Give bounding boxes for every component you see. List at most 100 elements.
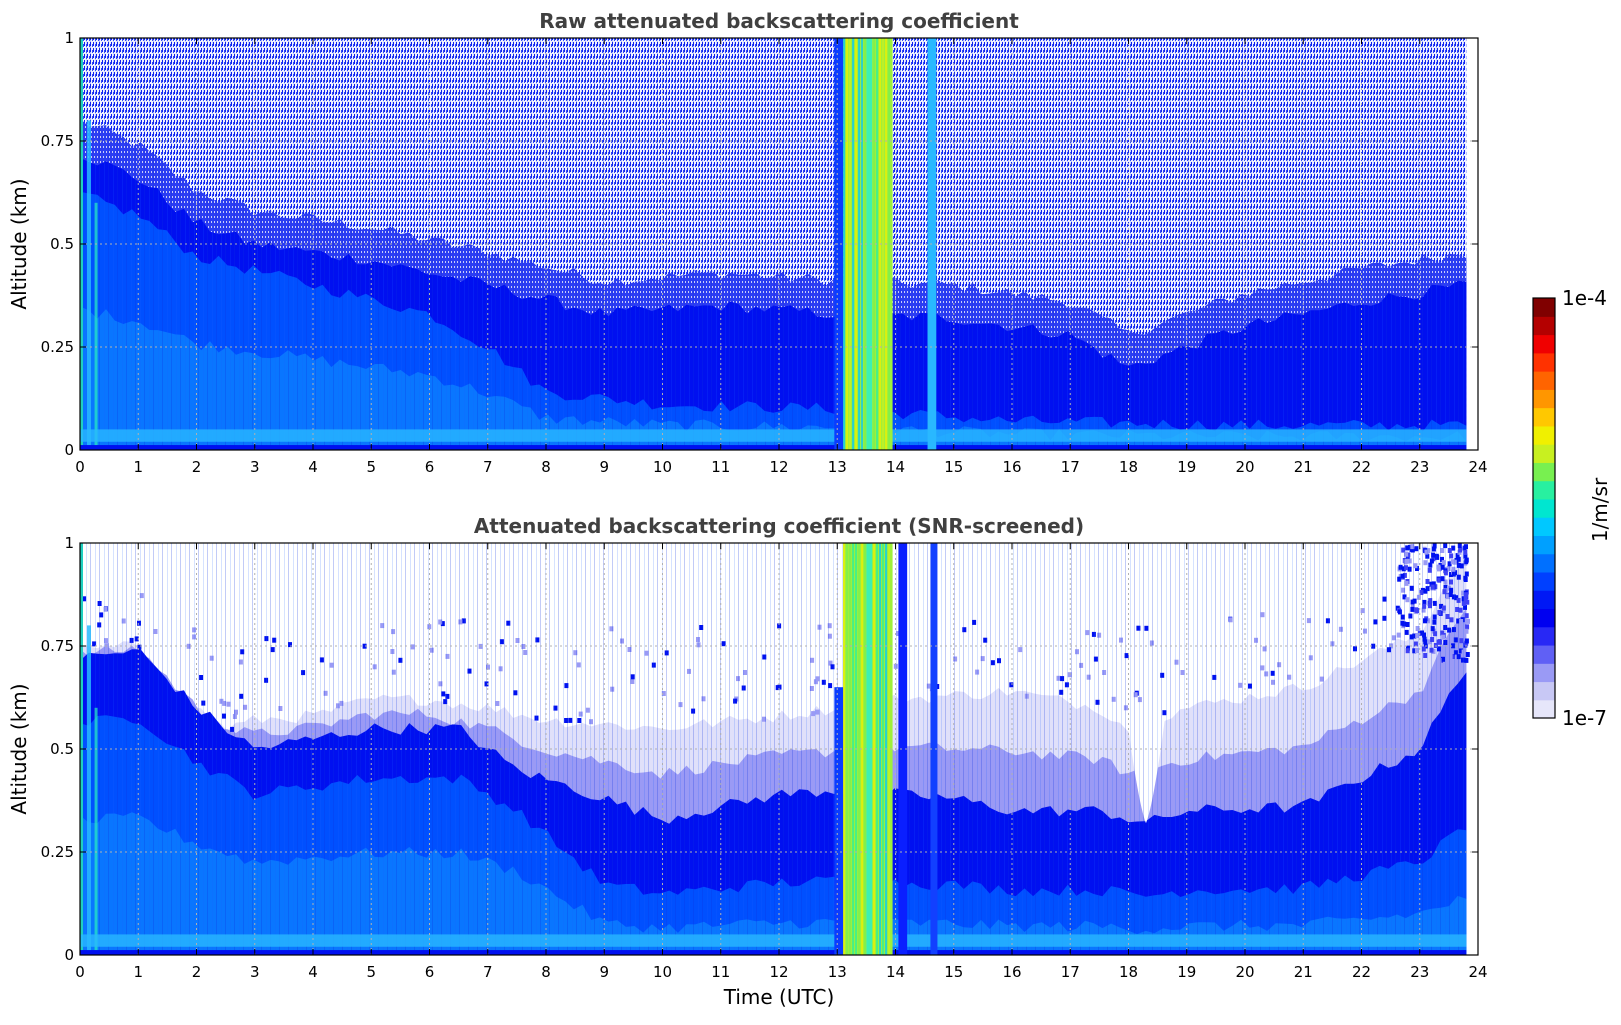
colorbar-segment xyxy=(1533,681,1555,701)
top-panel-title: Raw attenuated backscattering coefficien… xyxy=(539,9,1019,33)
x-tick-label: 8 xyxy=(541,458,551,476)
cloud-stripe xyxy=(876,38,879,450)
upper-cloud-pixel xyxy=(1466,618,1470,624)
colorbar-segment xyxy=(1533,626,1555,646)
x-tick-label: 7 xyxy=(483,458,493,476)
x-tick-label: 6 xyxy=(425,458,435,476)
colorbar-segment xyxy=(1533,371,1555,390)
x-tick-label: 19 xyxy=(1177,963,1196,981)
x-tick-label: 13 xyxy=(828,458,847,476)
x-tick-label: 15 xyxy=(944,963,963,981)
colorbar-segment xyxy=(1533,535,1555,555)
colorbar-segment xyxy=(1533,352,1555,372)
x-tick-label: 14 xyxy=(886,458,905,476)
cloud-stripe xyxy=(888,543,891,955)
x-tick-label: 4 xyxy=(308,963,318,981)
striation-texture xyxy=(80,38,1467,450)
colorbar-segment xyxy=(1533,444,1555,463)
x-tick-label: 2 xyxy=(192,458,202,476)
x-tick-label: 12 xyxy=(769,458,788,476)
x-tick-label: 0 xyxy=(75,963,85,981)
x-tick-label: 5 xyxy=(366,963,376,981)
x-tick-label: 16 xyxy=(1002,458,1021,476)
start-column xyxy=(86,120,91,450)
x-tick-label: 16 xyxy=(1002,963,1021,981)
colorbar-segment xyxy=(1533,389,1555,409)
x-tick-label: 2 xyxy=(192,963,202,981)
cloud-stripe xyxy=(873,38,876,450)
cloud-stripe xyxy=(888,38,891,450)
upper-cloud-pixel xyxy=(1465,624,1470,630)
x-tick-label: 9 xyxy=(599,458,609,476)
colorbar-segment xyxy=(1533,298,1555,317)
cloud-edge xyxy=(834,38,844,450)
ground-row xyxy=(80,950,1467,955)
top-y-axis-label: Altitude (km) xyxy=(7,178,31,309)
colorbar-segment xyxy=(1533,407,1555,427)
start-column xyxy=(94,202,98,450)
x-tick-label: 11 xyxy=(711,963,730,981)
x-tick-label: 22 xyxy=(1352,458,1371,476)
upper-cloud-pixel xyxy=(1464,628,1469,634)
cloud-column xyxy=(866,38,873,450)
colorbar-top-label: 1e-4 xyxy=(1562,286,1607,310)
x-tick-label: 18 xyxy=(1119,963,1138,981)
bottom-heatmap-data xyxy=(80,543,1470,955)
y-tick-label: 0.5 xyxy=(50,740,74,758)
x-tick-label: 9 xyxy=(599,963,609,981)
x-tick-label: 10 xyxy=(653,963,672,981)
x-tick-label: 3 xyxy=(250,458,260,476)
cloud-stripe xyxy=(861,543,864,955)
upper-cloud-pixel xyxy=(1464,613,1469,619)
x-tick-label: 11 xyxy=(711,458,730,476)
y-tick-label: 0 xyxy=(64,441,74,459)
cloud-stripe xyxy=(882,543,885,955)
y-tick-label: 0.25 xyxy=(41,338,74,356)
x-tick-label: 3 xyxy=(250,963,260,981)
striation-texture xyxy=(80,543,1467,955)
x-tick-label: 13 xyxy=(828,963,847,981)
colorbar-segment xyxy=(1533,334,1555,354)
colorbar-segment xyxy=(1533,517,1555,536)
upper-cloud-pixel xyxy=(1465,599,1470,605)
x-tick-label: 7 xyxy=(483,963,493,981)
colorbar-segment xyxy=(1533,663,1555,683)
top-heatmap-data xyxy=(80,38,1467,450)
x-tick-label: 21 xyxy=(1294,458,1313,476)
cloud-stripe xyxy=(861,38,864,450)
x-tick-label: 8 xyxy=(541,963,551,981)
x-tick-label: 4 xyxy=(308,458,318,476)
colorbar-segment xyxy=(1533,590,1555,610)
surface-band xyxy=(80,429,1467,442)
colorbar-bottom-label: 1e-7 xyxy=(1562,706,1607,730)
cloud-stripe xyxy=(882,38,885,450)
cloud-edge xyxy=(834,687,844,955)
colorbar-segment xyxy=(1533,425,1555,445)
y-tick-label: 0.75 xyxy=(41,637,74,655)
y-tick-label: 1 xyxy=(64,29,74,47)
bottom-panel-title: Attenuated backscattering coefficient (S… xyxy=(474,514,1084,538)
cloud-stripe xyxy=(852,543,855,955)
raw-backscatter-panel: Raw attenuated backscattering coefficien… xyxy=(7,9,1488,476)
cloud-stripe xyxy=(852,38,855,450)
colorbar: 1e-4 1e-7 1/m/sr xyxy=(1532,286,1612,730)
cloud-stripe xyxy=(873,543,876,955)
upper-cloud-pixel xyxy=(1465,652,1470,657)
x-tick-label: 10 xyxy=(653,458,672,476)
x-tick-label: 5 xyxy=(366,458,376,476)
colorbar-frame xyxy=(1532,297,1556,719)
y-tick-label: 0.5 xyxy=(50,235,74,253)
x-tick-label: 23 xyxy=(1410,458,1429,476)
x-tick-label: 1 xyxy=(133,963,143,981)
cloud-column xyxy=(898,543,908,955)
cloud-stripe xyxy=(846,38,849,450)
x-tick-label: 6 xyxy=(425,963,435,981)
bottom-y-axis-label: Altitude (km) xyxy=(7,683,31,814)
colorbar-unit-label: 1/m/sr xyxy=(1588,477,1612,542)
start-column xyxy=(94,707,98,955)
cloud-stripe xyxy=(843,38,846,450)
upper-cloud-pixel xyxy=(1464,571,1469,577)
colorbar-segment xyxy=(1533,571,1555,591)
x-tick-label: 0 xyxy=(75,458,85,476)
